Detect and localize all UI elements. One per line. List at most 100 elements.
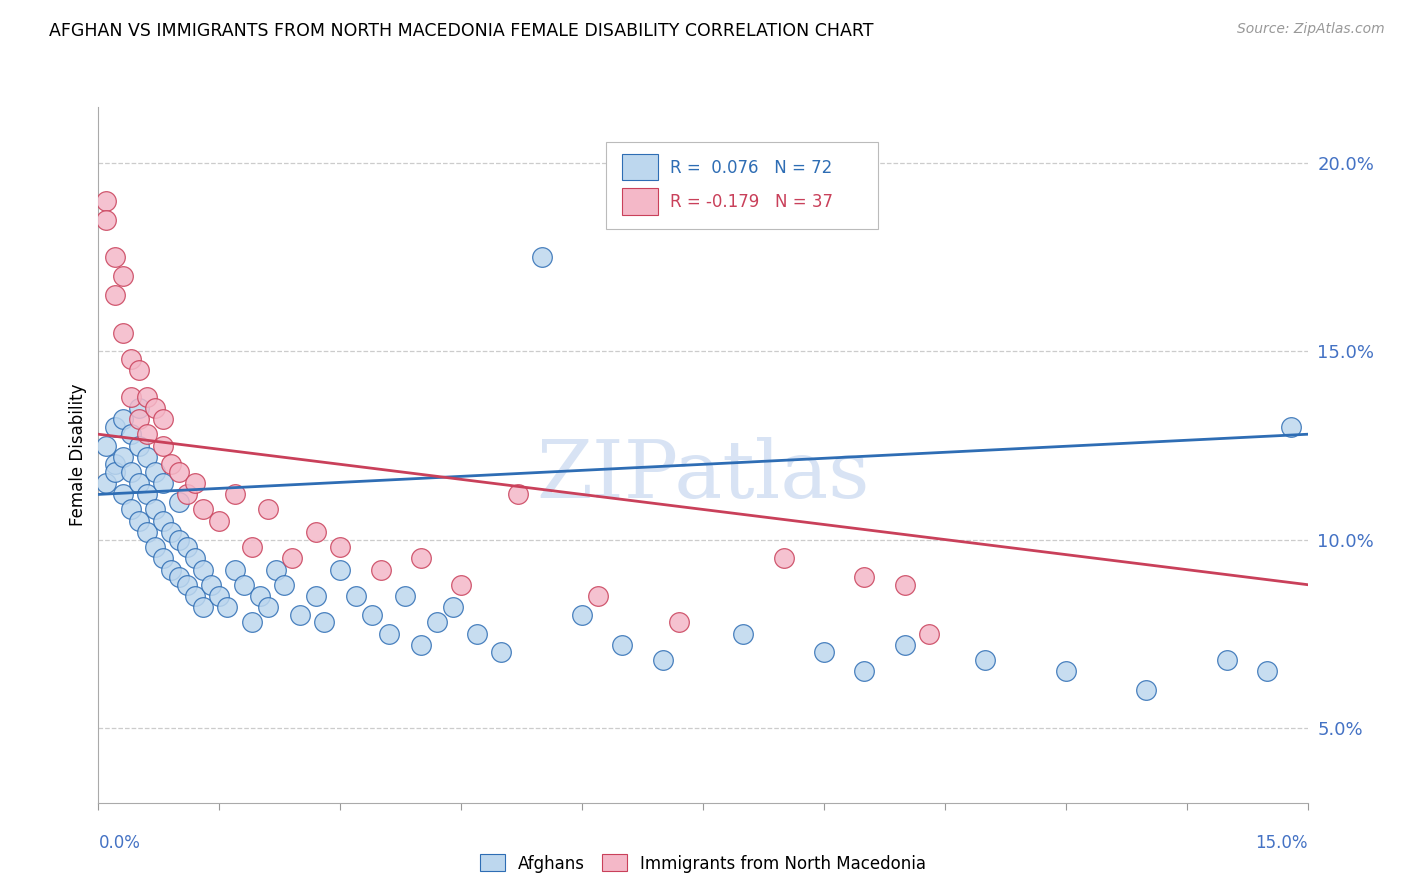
Point — [200, 577, 222, 591]
Point — [120, 390, 142, 404]
Point — [160, 524, 183, 539]
Point — [143, 540, 166, 554]
Point — [111, 487, 134, 501]
Point — [256, 600, 278, 615]
Point — [96, 212, 118, 227]
Point — [651, 653, 673, 667]
Point — [103, 419, 125, 434]
Point — [361, 607, 384, 622]
Y-axis label: Female Disability: Female Disability — [69, 384, 87, 526]
Point — [288, 607, 311, 622]
Point — [409, 551, 432, 566]
Point — [96, 438, 118, 452]
Point — [135, 427, 157, 442]
Point — [128, 514, 150, 528]
Point — [176, 577, 198, 591]
Point — [612, 638, 634, 652]
Point — [128, 438, 150, 452]
Point — [813, 645, 835, 659]
Point — [240, 615, 263, 630]
Point — [103, 465, 125, 479]
Text: R =  0.076   N = 72: R = 0.076 N = 72 — [671, 159, 832, 177]
Point — [120, 502, 142, 516]
Text: ZIPatlas: ZIPatlas — [536, 437, 870, 515]
Point — [1135, 683, 1157, 698]
Point — [586, 589, 609, 603]
Point — [143, 502, 166, 516]
Point — [208, 589, 231, 603]
Point — [208, 514, 231, 528]
Point — [450, 577, 472, 591]
Point — [135, 390, 157, 404]
FancyBboxPatch shape — [621, 153, 658, 180]
Point — [370, 563, 392, 577]
Point — [530, 251, 553, 265]
Point — [217, 600, 239, 615]
Point — [184, 589, 207, 603]
Point — [96, 476, 118, 491]
Point — [128, 412, 150, 426]
Point — [893, 638, 915, 652]
Point — [103, 458, 125, 472]
Point — [128, 401, 150, 415]
Point — [176, 487, 198, 501]
Point — [135, 524, 157, 539]
Point — [441, 600, 464, 615]
Point — [409, 638, 432, 652]
Point — [377, 626, 399, 640]
Point — [853, 664, 876, 678]
Point — [111, 269, 134, 284]
Text: 0.0%: 0.0% — [98, 834, 141, 852]
Legend: Afghans, Immigrants from North Macedonia: Afghans, Immigrants from North Macedonia — [474, 847, 932, 880]
Point — [111, 326, 134, 340]
Point — [152, 412, 174, 426]
FancyBboxPatch shape — [621, 188, 658, 215]
Point — [128, 476, 150, 491]
Point — [152, 514, 174, 528]
Point — [974, 653, 997, 667]
Point — [224, 563, 246, 577]
Point — [264, 563, 287, 577]
Point — [305, 589, 328, 603]
Point — [184, 551, 207, 566]
Point — [273, 577, 295, 591]
Point — [111, 450, 134, 464]
Point — [160, 563, 183, 577]
Point — [426, 615, 449, 630]
Text: AFGHAN VS IMMIGRANTS FROM NORTH MACEDONIA FEMALE DISABILITY CORRELATION CHART: AFGHAN VS IMMIGRANTS FROM NORTH MACEDONI… — [49, 22, 873, 40]
Point — [167, 533, 190, 547]
Point — [143, 401, 166, 415]
Point — [506, 487, 529, 501]
Point — [772, 551, 794, 566]
Point — [193, 600, 215, 615]
Point — [893, 577, 915, 591]
Point — [329, 540, 352, 554]
Point — [256, 502, 278, 516]
Point — [120, 427, 142, 442]
Point — [1256, 664, 1278, 678]
FancyBboxPatch shape — [606, 142, 879, 229]
Point — [135, 450, 157, 464]
Point — [465, 626, 488, 640]
Point — [733, 626, 755, 640]
Point — [128, 363, 150, 377]
Point — [152, 438, 174, 452]
Point — [176, 540, 198, 554]
Point — [918, 626, 941, 640]
Point — [152, 476, 174, 491]
Point — [120, 351, 142, 366]
Text: 15.0%: 15.0% — [1256, 834, 1308, 852]
Point — [491, 645, 513, 659]
Point — [111, 412, 134, 426]
Point — [103, 288, 125, 302]
Point — [329, 563, 352, 577]
Point — [1054, 664, 1077, 678]
Point — [167, 465, 190, 479]
Point — [249, 589, 271, 603]
Point — [1216, 653, 1239, 667]
Point — [394, 589, 416, 603]
Point — [96, 194, 118, 208]
Point — [120, 465, 142, 479]
Point — [1281, 419, 1303, 434]
Text: Source: ZipAtlas.com: Source: ZipAtlas.com — [1237, 22, 1385, 37]
